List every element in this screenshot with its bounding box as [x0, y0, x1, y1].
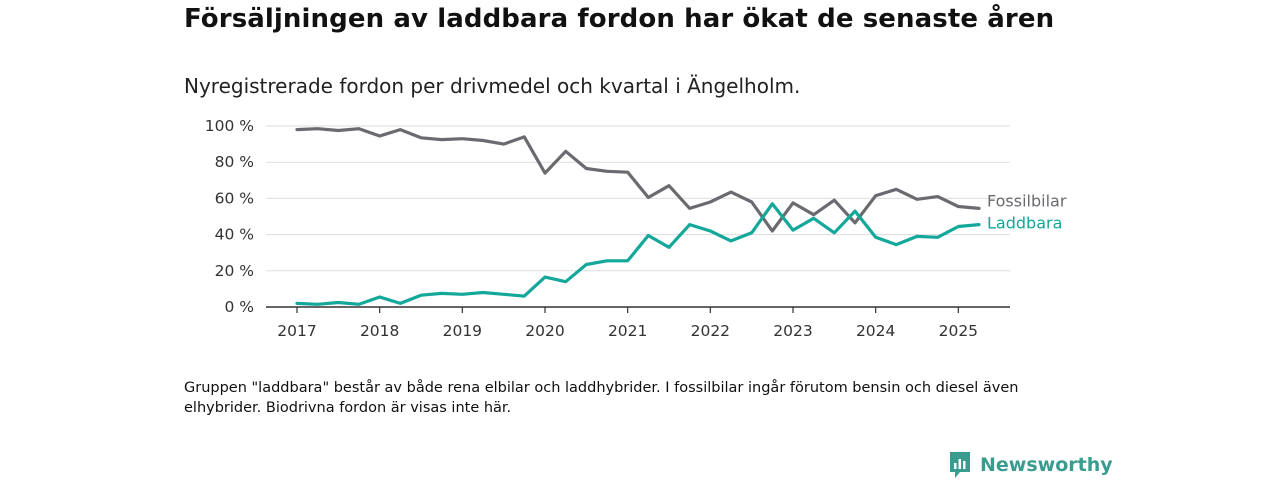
x-tick-label: 2024: [856, 322, 895, 340]
y-tick-label: 40 %: [215, 226, 254, 244]
chart-title: Försäljningen av laddbara fordon har öka…: [184, 4, 1055, 34]
series-label-laddbara: Laddbara: [987, 214, 1062, 233]
y-tick-label: 100 %: [205, 117, 254, 135]
brand-name: Newsworthy: [980, 454, 1113, 476]
series-line-fossilbilar: [295, 127, 981, 233]
y-tick-label: 0 %: [224, 298, 254, 316]
x-tick-label: 2021: [608, 322, 647, 340]
x-tick-label: 2020: [525, 322, 564, 340]
x-tick-label: 2023: [773, 322, 812, 340]
x-tick-label: 2022: [691, 322, 730, 340]
chart-footnote: Gruppen "laddbara" består av både rena e…: [184, 380, 1019, 416]
y-tick-label: 80 %: [215, 153, 254, 171]
line-chart: 0 % 20 % 40 % 60 % 80 % 100 % 2017 2018 2019 2020…: [205, 117, 1067, 340]
x-tick-label: 2025: [939, 322, 978, 340]
y-tick-label: 60 %: [215, 189, 254, 207]
newsworthy-logo-icon: [950, 452, 970, 478]
x-tick-label: 2017: [277, 322, 316, 340]
series-label-fossilbilar: Fossilbilar: [987, 191, 1067, 210]
x-tick-label: 2018: [360, 322, 399, 340]
chart-subtitle: Nyregistrerade fordon per drivmedel och …: [184, 74, 801, 98]
y-tick-label: 20 %: [215, 262, 254, 280]
brand-logo[interactable]: Newsworthy: [948, 450, 1113, 480]
series-line-laddbara: [295, 202, 981, 306]
x-tick-label: 2019: [443, 322, 482, 340]
